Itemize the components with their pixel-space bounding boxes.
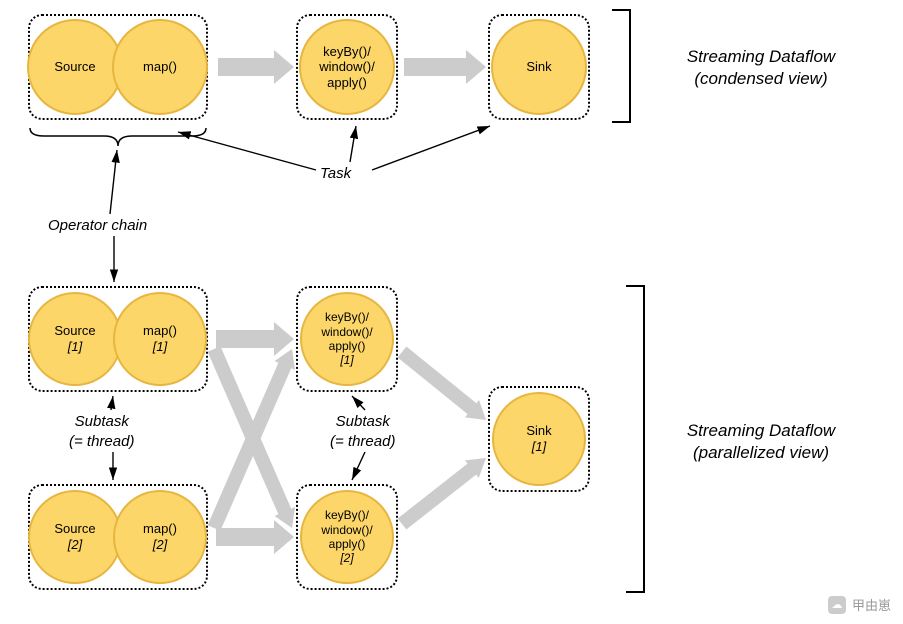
a1-map-line1: map(): [143, 323, 177, 339]
subtask-label-1: Subtask (= thread): [69, 412, 134, 451]
b1-line4: [1]: [340, 353, 353, 367]
subtask-label-2: Subtask (= thread): [330, 412, 395, 451]
b2-line4: [2]: [340, 551, 353, 565]
cloud-icon: ☁: [828, 596, 846, 614]
a2-map-line1: map(): [143, 521, 177, 537]
top-side-label: Streaming Dataflow (condensed view): [656, 46, 866, 90]
a1-source-line2: [1]: [68, 339, 82, 355]
subtask-a1-label-source: Source [1]: [28, 292, 122, 386]
b2-line3: apply(): [329, 537, 366, 551]
b1-line2: window()/: [321, 325, 372, 339]
subtask-c1-label: Sink [1]: [492, 392, 586, 486]
subtask-b1-label: keyBy()/ window()/ apply() [1]: [300, 292, 394, 386]
c1-line1: Sink: [526, 423, 551, 439]
bottom-side-label: Streaming Dataflow (parallelized view): [656, 420, 866, 464]
curly-brace-top: [30, 128, 206, 146]
operator-chain-label: Operator chain: [48, 216, 147, 236]
a2-map-line2: [2]: [153, 537, 167, 553]
task2-keyby-line3: apply(): [327, 75, 367, 91]
task-label: Task: [320, 164, 351, 184]
subtask-label-1-line2: (= thread): [69, 433, 134, 450]
b2-line1: keyBy()/: [325, 508, 369, 522]
subtask-a1-label-map: map() [1]: [113, 292, 207, 386]
task2-keyby-line1: keyBy()/: [323, 44, 371, 60]
b1-line3: apply(): [329, 339, 366, 353]
a1-source-line1: Source: [54, 323, 95, 339]
a2-source-line2: [2]: [68, 537, 82, 553]
top-side-label-line2: (condensed view): [694, 69, 827, 88]
task2-keyby-line2: window()/: [319, 59, 375, 75]
task1-label-source: Source: [27, 19, 123, 115]
operator-chain-arrow: [110, 150, 117, 214]
subtask-label-1-line1: Subtask: [75, 413, 129, 430]
c1-line2: [1]: [532, 439, 546, 455]
subtask-a2-label-source: Source [2]: [28, 490, 122, 584]
bottom-side-label-line1: Streaming Dataflow: [687, 421, 835, 440]
watermark-text: 甲由崽: [852, 595, 891, 614]
subtask-b2-label: keyBy()/ window()/ apply() [2]: [300, 490, 394, 584]
task2-label-keyby: keyBy()/ window()/ apply(): [299, 19, 395, 115]
task3-label-sink: Sink: [491, 19, 587, 115]
top-side-label-line1: Streaming Dataflow: [687, 47, 835, 66]
bracket-top-right: [612, 10, 630, 122]
subtask-label-2-line2: (= thread): [330, 433, 395, 450]
task1-label-map: map(): [112, 19, 208, 115]
watermark: ☁ 甲由崽: [828, 595, 891, 614]
b2-line2: window()/: [321, 523, 372, 537]
bracket-bottom-right: [626, 286, 644, 592]
bottom-side-label-line2: (parallelized view): [693, 443, 829, 462]
subtask-label-2-line1: Subtask: [336, 413, 390, 430]
a2-source-line1: Source: [54, 521, 95, 537]
b1-line1: keyBy()/: [325, 310, 369, 324]
a1-map-line2: [1]: [153, 339, 167, 355]
subtask-a2-label-map: map() [2]: [113, 490, 207, 584]
